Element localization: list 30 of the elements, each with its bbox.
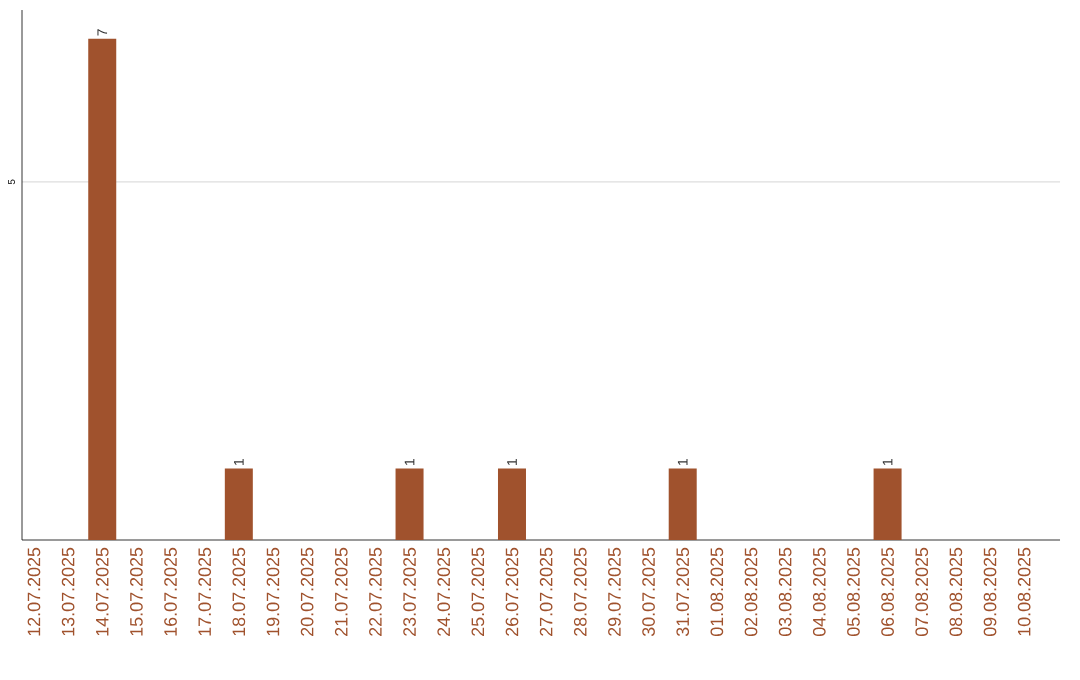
x-tick-label: 09.08.2025: [983, 547, 997, 637]
x-tick-label: 18.07.2025: [232, 547, 246, 636]
x-tick-label: 26.07.2025: [505, 547, 519, 636]
x-tick-label: 30.07.2025: [642, 547, 655, 637]
x-tick-label: 23.07.2025: [403, 547, 416, 636]
x-tick-label: 07.08.2025: [915, 547, 929, 637]
x-tick-label: 03.08.2025: [778, 547, 792, 637]
x-tick-label: 19.07.2025: [266, 547, 280, 636]
x-tick-label: 14.07.2025: [95, 547, 109, 636]
x-tick-label: 12.07.2025: [27, 547, 41, 636]
x-tick-label: 02.08.2025: [744, 547, 758, 637]
x-tick-label: 05.08.2025: [847, 547, 860, 637]
x-tick-label: 21.07.2025: [334, 547, 348, 636]
x-tick-label: 08.08.2025: [949, 547, 963, 637]
x-tick-label: 22.07.2025: [369, 547, 382, 636]
x-tick-label: 20.07.2025: [300, 547, 314, 636]
x-tick-label: 04.08.2025: [812, 547, 826, 637]
x-tick-label: 24.07.2025: [437, 547, 451, 636]
x-tick-label: 01.08.2025: [710, 547, 724, 637]
x-tick-label: 06.08.2025: [881, 547, 894, 637]
x-tick-label: 29.07.2025: [608, 547, 621, 636]
x-tick-label: 13.07.2025: [61, 547, 75, 636]
x-tick-label: 27.07.2025: [539, 547, 553, 636]
x-tick-label: 17.07.2025: [198, 547, 212, 636]
x-tick-label: 31.07.2025: [676, 547, 690, 637]
x-tick-label: 28.07.2025: [573, 547, 587, 636]
x-tick-label: 16.07.2025: [164, 547, 177, 636]
x-tick-label: 15.07.2025: [130, 547, 143, 636]
x-tick-label: 25.07.2025: [471, 547, 485, 636]
x-tick-label: 10.08.2025: [1017, 547, 1031, 636]
